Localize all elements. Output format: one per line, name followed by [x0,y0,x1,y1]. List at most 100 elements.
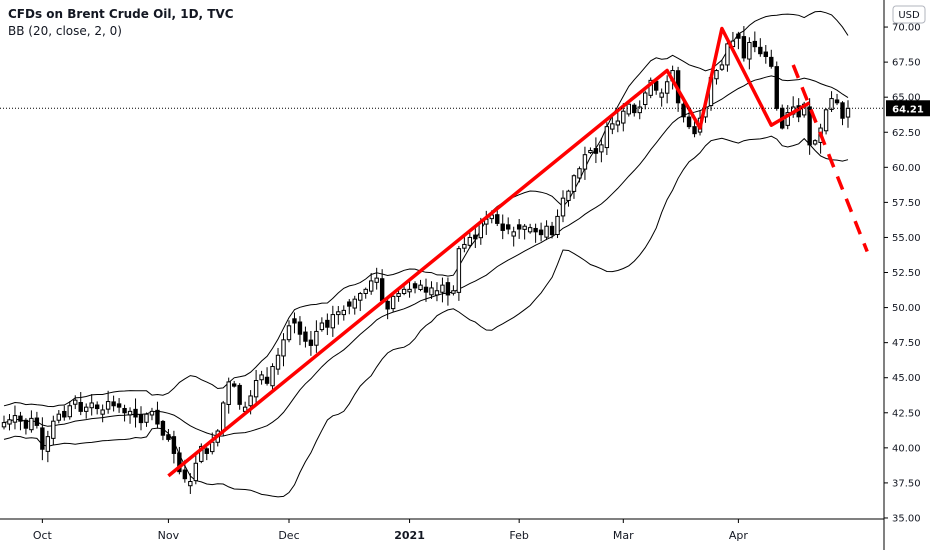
candle-body [527,227,533,233]
x-tick-label: 2021 [394,529,425,542]
candle-body [18,415,23,422]
last-price-tag: 64.21 [886,100,930,117]
candle-body [774,66,779,109]
y-tick-label: 57.50 [892,198,921,209]
candle-body [752,40,758,48]
candle-body [495,214,500,224]
candle-body [714,70,719,80]
candle-body [653,80,659,91]
candle-body [560,197,566,217]
candle-body [588,149,593,154]
candle-body [747,41,752,60]
candle-body [270,365,275,387]
candle-body [363,288,368,294]
currency-label: USD [898,10,920,21]
candle-body [407,288,412,293]
candle-body [571,175,577,192]
x-tick-label: Nov [158,529,180,542]
candle-body [632,104,637,114]
candle-body [188,481,193,487]
candle-body [281,339,286,357]
candle-body [226,381,231,405]
candle-body [144,413,149,423]
x-tick-label: Feb [509,529,528,542]
candle-body [237,384,242,405]
candle-body [67,405,72,418]
candle-body [385,300,390,310]
candle-body [423,286,429,293]
y-tick-label: 52.50 [892,268,921,279]
candle-body [166,434,171,440]
candle-body [297,321,303,335]
candle-body [626,103,631,115]
candle-body [429,287,434,296]
candle-body [193,462,199,482]
bb-basis [3,75,849,437]
y-tick-label: 67.50 [892,58,921,69]
y-tick-label: 60.00 [892,163,921,174]
currency-badge[interactable]: USD [892,5,926,24]
candle-body [829,98,834,110]
candle-body [127,410,133,416]
candle-body [610,123,615,130]
candle-body [621,110,626,124]
candle-body [34,417,40,426]
candle-body [659,92,664,98]
y-tick-label: 35.00 [892,513,921,524]
candle-body [352,298,357,309]
candle-body [51,420,56,439]
candle-body [325,319,330,328]
candle-body [231,383,237,387]
candle-body [292,318,297,324]
candle-body [248,395,253,407]
candle-body [1,422,7,428]
candle-body [45,436,51,452]
candle-body [84,406,89,412]
candle-body [637,106,642,114]
candle-body [758,46,763,55]
x-tick-label: Mar [613,529,634,542]
candle-body [692,126,697,135]
candle-body [73,399,78,405]
bb-lower-band [3,135,849,498]
trend-annotations [167,26,869,478]
candle-body [582,154,588,170]
candle-body [149,410,155,416]
candle-body [538,229,544,236]
candle-body [577,168,582,179]
candle-body [253,380,259,398]
candle-body [23,419,29,429]
candle-body [516,224,522,230]
candle-body [259,374,264,381]
y-tick-label: 55.00 [892,233,921,244]
candle-body [336,311,341,316]
candle-body [511,231,516,237]
candle-body [368,280,374,292]
y-tick-label: 45.00 [892,373,921,384]
candle-body [199,445,204,462]
candle-body [341,309,346,316]
candle-body [160,420,166,436]
candle-body [451,290,456,294]
y-tick-label: 40.00 [892,443,921,454]
candle-body [204,448,209,454]
candle-body [736,33,741,39]
chart-title: CFDs on Brent Crude Oil, 1D, TVC [8,7,234,21]
candle-body [138,414,144,424]
candle-body [434,290,440,296]
candlesticks [1,26,851,494]
indicator-label: BB (20, close, 2, 0) [8,24,122,38]
candle-body [29,417,34,431]
candle-body [221,402,226,432]
zigzag-trend-line [167,26,811,478]
candle-body [100,409,105,415]
candle-body [56,413,62,421]
candle-body [133,408,138,418]
price-axis[interactable]: 35.00 37.50 40.00 42.50 45.00 47.50 50.00 52.50… [884,23,921,525]
candle-body [544,225,549,238]
candle-body [12,415,18,423]
time-axis[interactable]: Oct Nov Dec 2021 Feb Mar Apr [33,519,749,542]
candle-body [845,107,851,118]
x-tick-label: Dec [278,529,299,542]
